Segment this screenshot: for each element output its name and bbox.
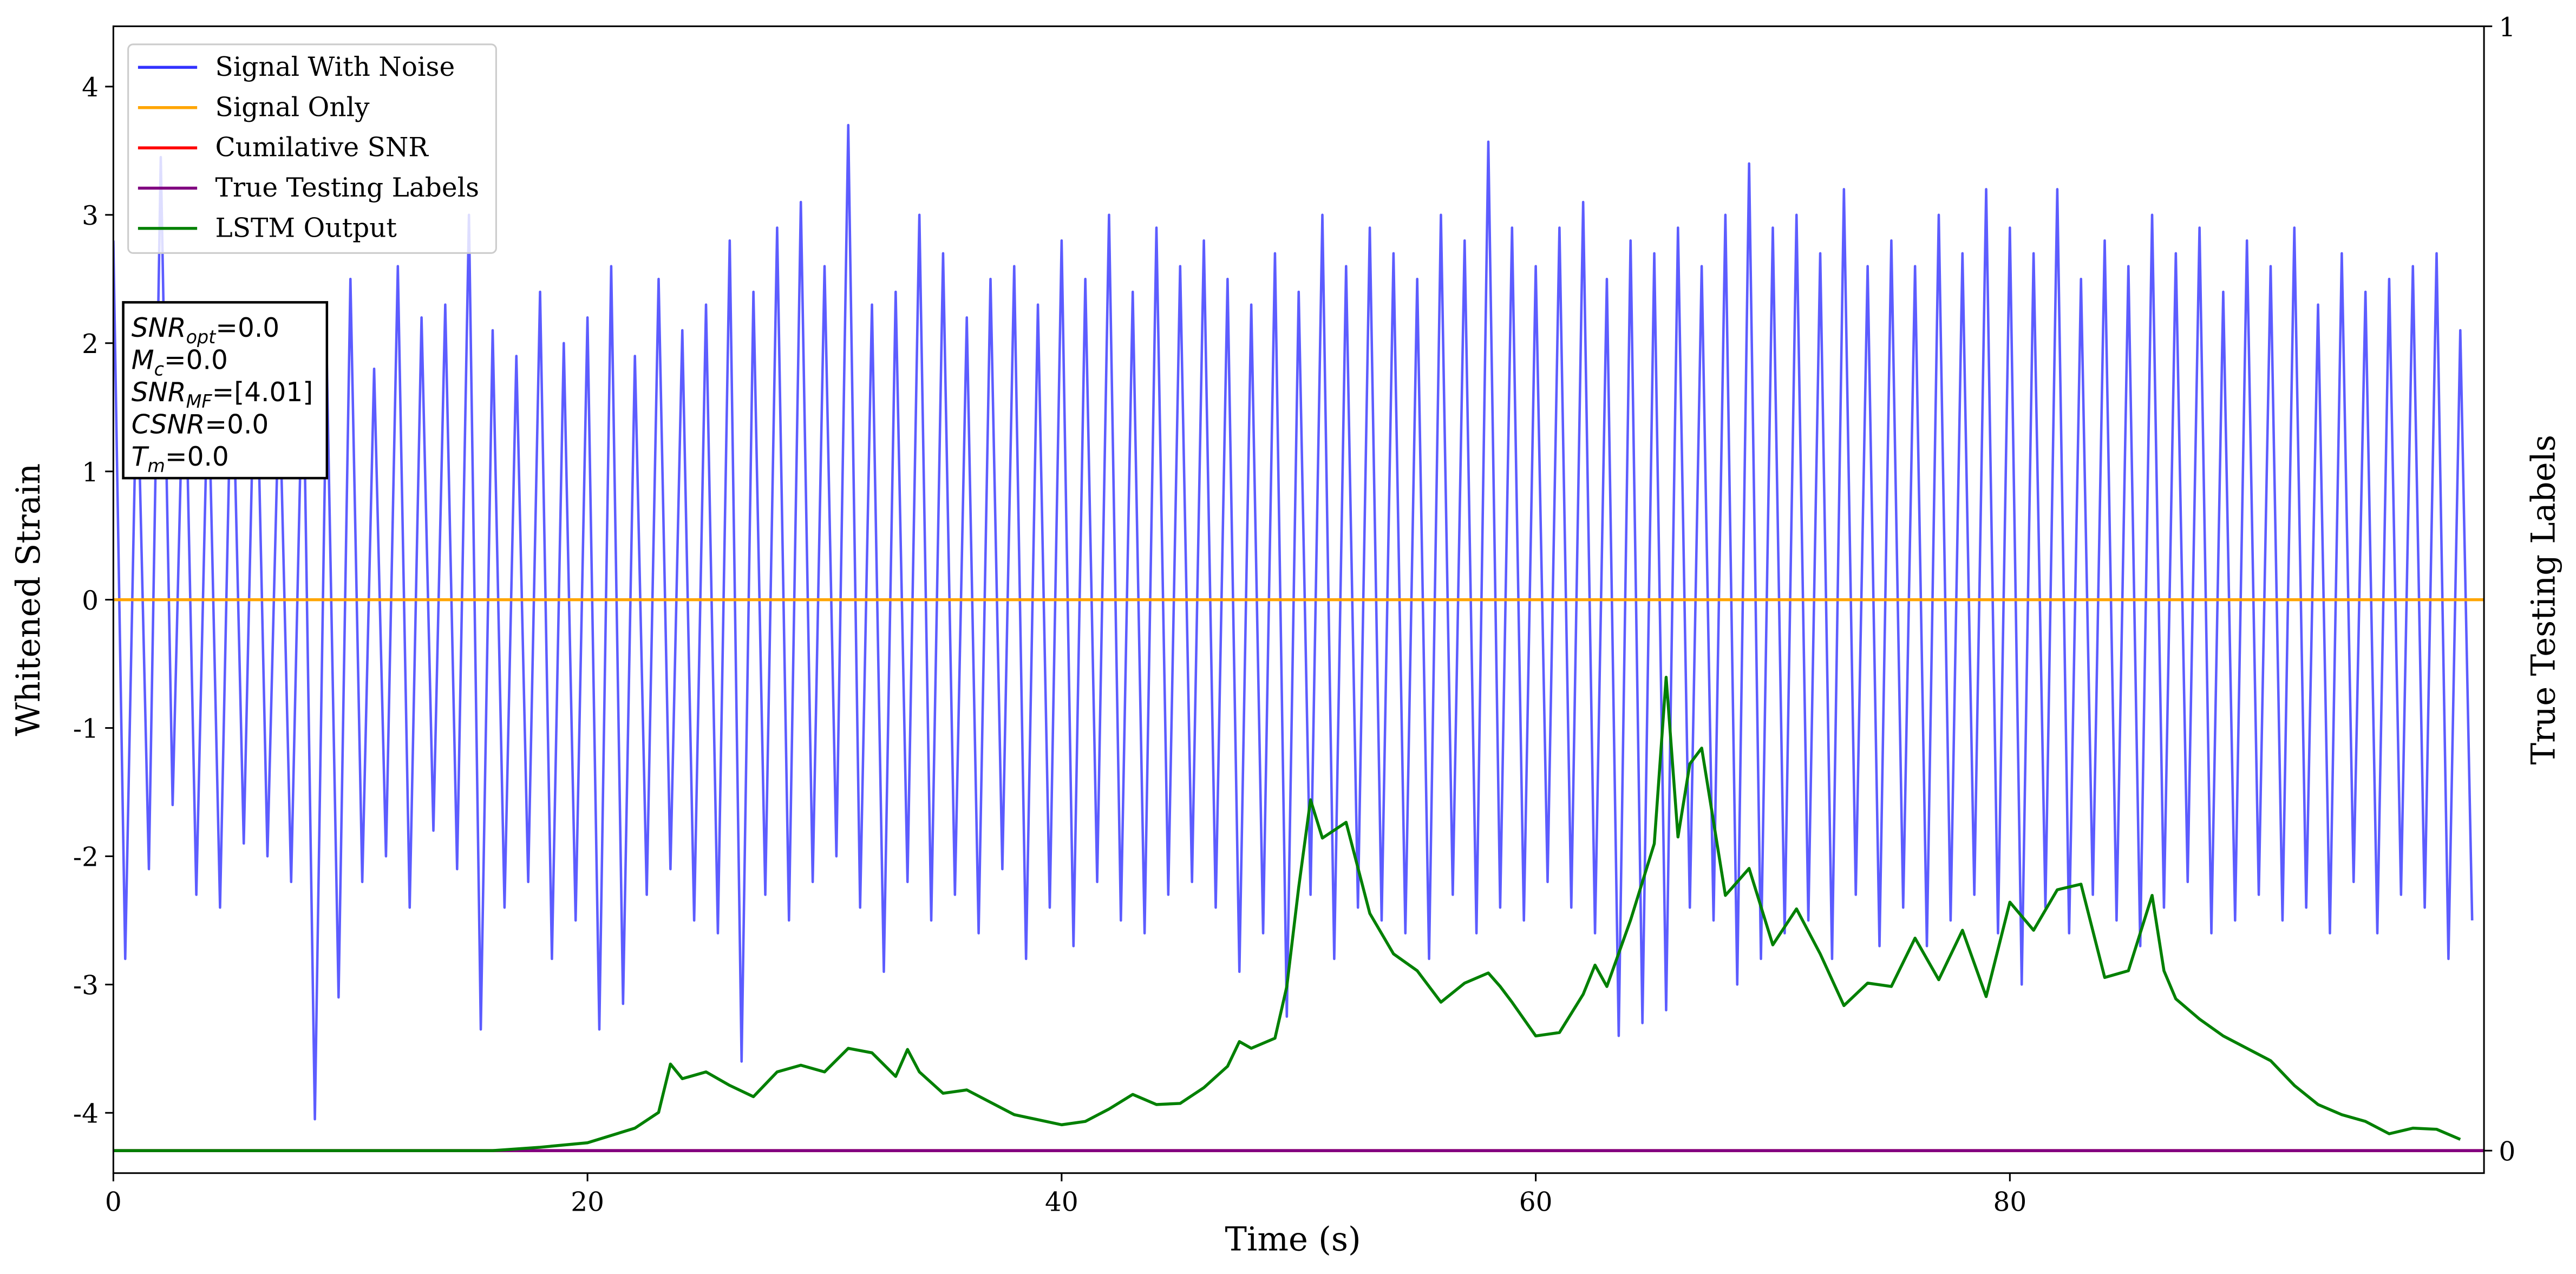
- annotation-subscript: opt: [186, 326, 217, 348]
- y-tick-label: -3: [73, 971, 99, 1001]
- y2-tick-label: 0: [2499, 1136, 2515, 1167]
- y-tick-label: 2: [82, 329, 99, 360]
- y-tick-label: -1: [73, 714, 99, 744]
- legend-label: True Testing Labels: [215, 173, 480, 203]
- x-tick-label: 80: [1993, 1187, 2026, 1217]
- y-tick-label: 1: [82, 458, 99, 488]
- annotation-line: SNRMF=[4.01]: [132, 377, 313, 412]
- annotation-symbol: T: [132, 442, 149, 472]
- x-tick-label: 0: [105, 1187, 122, 1217]
- legend-box: [127, 43, 497, 254]
- y2-tick-label: 1: [2499, 12, 2515, 43]
- x-tick-label: 40: [1045, 1187, 1078, 1217]
- annotation-value: =0.0: [215, 313, 279, 343]
- annotation-subscript: c: [154, 359, 164, 380]
- legend-label: Cumilative SNR: [215, 133, 429, 163]
- annotation-value: =0.0: [205, 410, 269, 440]
- annotation-symbol: SNR: [132, 313, 186, 343]
- annotation-symbol: M: [132, 345, 154, 376]
- y-tick-label: 3: [82, 201, 99, 231]
- annotation-symbol: SNR: [132, 377, 186, 408]
- annotation-line: CSNR=0.0: [132, 410, 269, 440]
- y-axis-label: Whitened Strain: [10, 463, 48, 736]
- series-line: [113, 123, 2474, 1121]
- y-tick-label: -4: [73, 1099, 99, 1129]
- series-line: [113, 676, 2461, 1152]
- x-axis-label: Time (s): [1225, 1220, 1361, 1258]
- y-tick-label: -2: [73, 842, 99, 873]
- annotation-line: Mc=0.0: [132, 345, 228, 380]
- x-tick-label: 20: [571, 1187, 604, 1217]
- y2-axis-label: True Testing Labels: [2525, 435, 2563, 765]
- annotation-value: =0.0: [165, 442, 229, 472]
- y-tick-label: 0: [82, 586, 99, 616]
- annotation-subscript: m: [147, 455, 165, 476]
- x-tick-label: 60: [1519, 1187, 1553, 1217]
- legend-label: Signal Only: [215, 92, 370, 122]
- annotation-subscript: MF: [186, 391, 213, 412]
- annotation-value: =[4.01]: [212, 377, 313, 408]
- annotation-line: SNRopt=0.0: [132, 313, 279, 348]
- legend-label: Signal With Noise: [215, 52, 455, 82]
- annotation-value: =0.0: [164, 345, 228, 376]
- annotation-symbol: CSNR: [132, 410, 205, 440]
- plot-area: [113, 123, 2485, 1152]
- annotation-line: Tm=0.0: [132, 442, 229, 476]
- legend: Signal With Noise Signal Only Cumilative S…: [127, 43, 497, 254]
- legend-label: LSTM Output: [215, 213, 397, 243]
- y-tick-label: 4: [82, 73, 99, 103]
- annotation-box: SNRopt=0.0Mc=0.0SNRMF=[4.01]CSNR=0.0Tm=0…: [122, 301, 329, 480]
- annotation-frame: [122, 301, 329, 480]
